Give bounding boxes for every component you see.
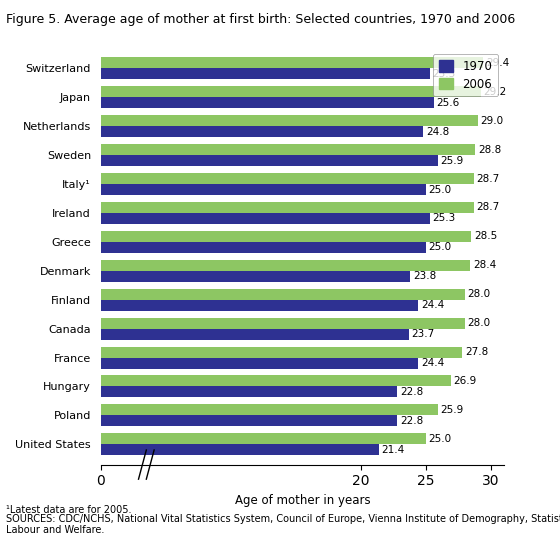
Text: 25.0: 25.0	[428, 434, 452, 444]
Bar	[101, 358, 418, 368]
Text: 25.3: 25.3	[432, 214, 456, 223]
Bar	[101, 347, 463, 358]
Text: 29.0: 29.0	[480, 116, 503, 125]
Bar	[101, 68, 430, 79]
Text: 23.7: 23.7	[412, 329, 435, 339]
Bar	[101, 86, 480, 97]
Text: 29.4: 29.4	[486, 58, 509, 68]
Text: 28.7: 28.7	[477, 174, 500, 184]
Text: 24.4: 24.4	[421, 300, 444, 310]
Bar	[101, 126, 423, 137]
Text: 24.4: 24.4	[421, 358, 444, 368]
Bar	[101, 144, 475, 155]
Text: 23.8: 23.8	[413, 271, 436, 281]
Bar	[101, 375, 451, 387]
Bar	[101, 404, 438, 415]
Text: 28.8: 28.8	[478, 145, 501, 154]
Text: 28.7: 28.7	[477, 202, 500, 213]
Text: 26.9: 26.9	[453, 376, 477, 386]
X-axis label: Age of mother in years: Age of mother in years	[235, 494, 370, 507]
Bar	[101, 387, 398, 397]
Bar	[101, 173, 474, 184]
Text: 21.4: 21.4	[382, 445, 405, 455]
Text: Figure 5. Average age of mother at first birth: Selected countries, 1970 and 200: Figure 5. Average age of mother at first…	[6, 13, 515, 26]
Bar	[101, 231, 472, 242]
Text: 28.0: 28.0	[468, 318, 491, 328]
Text: 25.9: 25.9	[440, 405, 464, 415]
Bar	[101, 155, 438, 166]
Text: 28.5: 28.5	[474, 231, 497, 241]
Text: 25.0: 25.0	[428, 185, 452, 194]
Text: 22.8: 22.8	[400, 416, 423, 426]
Bar	[101, 328, 409, 340]
Bar	[101, 434, 426, 444]
Text: 25.0: 25.0	[428, 242, 452, 253]
Bar	[101, 213, 430, 224]
Text: 29.2: 29.2	[483, 87, 506, 97]
Bar	[101, 115, 478, 126]
Bar	[101, 260, 470, 271]
Text: 28.4: 28.4	[473, 260, 496, 270]
Text: 25.3: 25.3	[432, 69, 456, 79]
Bar	[101, 300, 418, 311]
Text: 28.0: 28.0	[468, 289, 491, 299]
Bar	[101, 57, 483, 68]
Bar	[101, 271, 410, 282]
Text: 22.8: 22.8	[400, 387, 423, 397]
Bar	[101, 97, 434, 108]
Text: ¹Latest data are for 2005.: ¹Latest data are for 2005.	[6, 505, 131, 515]
Bar	[101, 415, 398, 427]
Text: 24.8: 24.8	[426, 127, 449, 137]
Bar	[101, 184, 426, 195]
Legend: 1970, 2006: 1970, 2006	[433, 54, 498, 97]
Bar	[101, 289, 465, 300]
Text: 27.8: 27.8	[465, 347, 488, 357]
Bar	[101, 318, 465, 328]
Text: SOURCES: CDC/NCHS, National Vital Statistics System, Council of Europe, Vienna I: SOURCES: CDC/NCHS, National Vital Statis…	[6, 514, 560, 534]
Bar	[101, 444, 379, 456]
Bar	[101, 202, 474, 213]
Text: 25.6: 25.6	[436, 98, 460, 108]
Text: 25.9: 25.9	[440, 155, 464, 166]
Bar	[101, 242, 426, 253]
